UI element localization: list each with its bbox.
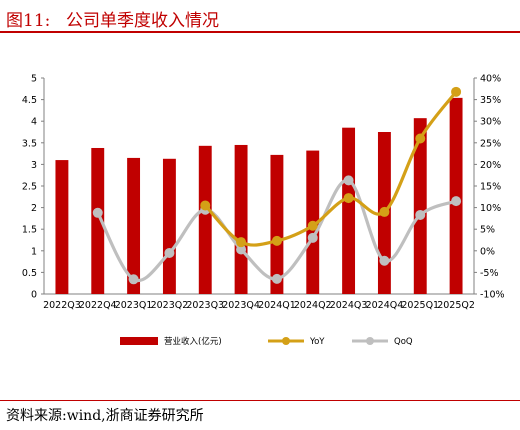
bar <box>342 127 356 295</box>
qoq-point <box>451 196 462 207</box>
x-tick-label: 2023Q4 <box>222 300 260 311</box>
right-tick-label: -10% <box>480 290 505 301</box>
yoy-point <box>236 237 247 248</box>
x-tick-label: 2025Q2 <box>437 300 475 311</box>
right-tick-label: 30% <box>480 117 501 128</box>
left-tick-label: 3 <box>31 160 37 171</box>
left-tick-label: 2.5 <box>22 182 37 193</box>
figure-number: 图11: <box>6 11 51 31</box>
right-tick-label: 15% <box>480 182 501 193</box>
right-tick-label: 40% <box>480 74 501 85</box>
right-tick-label: -5% <box>480 268 499 279</box>
bar-series <box>55 97 463 295</box>
bar <box>449 97 463 294</box>
bar <box>413 118 427 295</box>
x-tick-label: 2024Q2 <box>294 300 332 311</box>
x-tick-label: 2023Q2 <box>151 300 189 311</box>
bar <box>55 160 69 294</box>
qoq-point <box>379 255 390 266</box>
right-tick-label: 10% <box>480 203 501 214</box>
x-tick-label: 2024Q3 <box>330 300 368 311</box>
yoy-point <box>343 193 354 204</box>
bar <box>198 145 212 294</box>
left-tick-label: 0.5 <box>22 268 37 279</box>
right-tick-label: 35% <box>480 95 501 106</box>
yoy-point <box>451 86 462 97</box>
left-tick-label: 0 <box>31 290 37 301</box>
left-tick-label: 3.5 <box>22 138 37 149</box>
source-note: 资料来源:wind,浙商证券研究所 <box>6 408 204 424</box>
bar <box>162 158 176 294</box>
legend-marker-yoy <box>282 337 290 345</box>
chart-axes: 0 0.5 1 1.5 2 2.5 3 3.5 4 4.5 5 -10% -5% 0% 5% 10% 15% 20… <box>22 74 505 301</box>
left-tick-label: 1 <box>31 246 37 257</box>
legend-marker-qoq <box>366 337 374 345</box>
x-tick-label: 2024Q1 <box>258 300 296 311</box>
right-tick-label: 20% <box>480 160 501 171</box>
yoy-point <box>307 220 318 231</box>
legend-swatch-bar <box>120 337 158 345</box>
qoq-point <box>92 207 103 218</box>
line-series <box>92 86 462 285</box>
qoq-point <box>164 247 175 258</box>
qoq-point <box>307 232 318 243</box>
figure-title: 公司单季度收入情况 <box>66 11 219 31</box>
yoy-point <box>415 133 426 144</box>
x-tick-label: 2022Q4 <box>79 300 117 311</box>
qoq-point <box>271 273 282 284</box>
revenue-chart: 0 0.5 1 1.5 2 2.5 3 3.5 4 4.5 5 -10% -5% 0% 5% 10% 15% 20… <box>22 74 505 348</box>
bar <box>270 154 284 294</box>
x-tick-labels: 2022Q32022Q42023Q12023Q22023Q32023Q42024… <box>43 300 475 311</box>
bar <box>234 144 248 294</box>
left-tick-label: 4.5 <box>22 95 37 106</box>
yoy-point <box>200 200 211 211</box>
left-tick-label: 1.5 <box>22 225 37 236</box>
yoy-point <box>379 206 390 217</box>
x-tick-label: 2023Q3 <box>186 300 224 311</box>
left-tick-label: 4 <box>31 117 37 128</box>
qoq-point <box>343 175 354 186</box>
legend-label-yoy: YoY <box>309 337 325 347</box>
left-tick-label: 5 <box>31 74 37 85</box>
right-tick-label: 5% <box>480 225 495 236</box>
footer-rule <box>0 400 520 401</box>
chart-legend: 营业收入(亿元) YoY QoQ <box>120 336 413 347</box>
right-tick-label: 25% <box>480 138 501 149</box>
right-tick-label: 0% <box>480 246 495 257</box>
qoq-point <box>415 209 426 220</box>
x-tick-label: 2025Q1 <box>401 300 439 311</box>
legend-label-revenue: 营业收入(亿元) <box>164 336 222 347</box>
qoq-point <box>128 274 139 285</box>
bar <box>127 157 141 294</box>
x-tick-label: 2023Q1 <box>115 300 153 311</box>
yoy-point <box>271 235 282 246</box>
legend-label-qoq: QoQ <box>394 337 413 347</box>
qoq-point <box>236 244 247 255</box>
x-tick-label: 2022Q3 <box>43 300 81 311</box>
bar <box>91 147 105 294</box>
left-tick-label: 2 <box>31 203 37 214</box>
header-rule <box>0 31 520 33</box>
figure-header: 图11: 公司单季度收入情况 <box>0 0 520 36</box>
x-tick-label: 2024Q4 <box>366 300 404 311</box>
